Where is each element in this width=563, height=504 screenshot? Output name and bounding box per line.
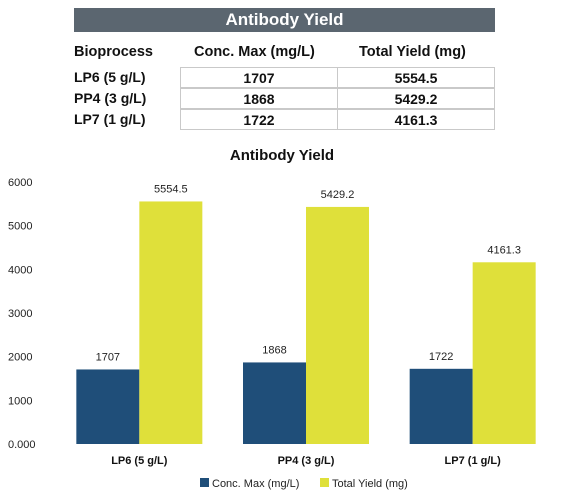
- bar-value-label: 1707: [96, 351, 120, 363]
- chart-title: Antibody Yield: [230, 147, 334, 164]
- bar-conc-max: [409, 368, 473, 444]
- row-bioprocess: LP6 (5 g/L): [74, 69, 146, 85]
- legend-label: Conc. Max (mg/L): [212, 478, 299, 490]
- bar-value-label: 4161.3: [487, 244, 521, 256]
- legend-swatch: [200, 478, 209, 487]
- header-bioprocess: Bioprocess: [74, 44, 153, 60]
- header-total-yield: Total Yield (mg): [359, 44, 466, 60]
- x-tick-label: PP4 (3 g/L): [278, 455, 335, 467]
- bar-conc-max: [243, 362, 306, 444]
- row-total-yield: 5554.5: [337, 67, 495, 88]
- row-total-yield: 5429.2: [337, 88, 495, 109]
- table-row: PP4 (3 g/L) 1868 5429.2: [74, 88, 495, 109]
- y-tick-label: 1000: [8, 395, 32, 407]
- legend-label: Total Yield (mg): [332, 478, 408, 490]
- row-bioprocess: PP4 (3 g/L): [74, 90, 147, 106]
- y-tick-label: 5000: [8, 221, 32, 233]
- bar-value-label: 5554.5: [154, 183, 188, 195]
- y-tick-label: 4000: [8, 264, 32, 276]
- bar-total-yield: [472, 262, 536, 444]
- y-tick-label: 3000: [8, 308, 32, 320]
- x-axis-tick-labels: LP6 (5 g/L) PP4 (3 g/L) LP7 (1 g/L): [111, 455, 501, 467]
- bar-value-label: 1868: [262, 344, 286, 356]
- bar-value-label: 5429.2: [321, 189, 355, 201]
- x-tick-label: LP7 (1 g/L): [445, 455, 502, 467]
- y-tick-label: 6000: [8, 177, 32, 189]
- bars-group: [76, 201, 536, 444]
- y-tick-label: 0.000: [8, 439, 36, 451]
- row-bioprocess: LP7 (1 g/L): [74, 111, 146, 127]
- bar-value-labels: 1707 5554.5 1868 5429.2 1722 4161.3: [96, 183, 521, 363]
- row-total-yield: 4161.3: [337, 109, 495, 130]
- bar-conc-max: [76, 369, 140, 444]
- table-header-row: Bioprocess Conc. Max (mg/L) Total Yield …: [74, 42, 495, 63]
- header-conc-max: Conc. Max (mg/L): [194, 44, 315, 60]
- table-row: LP7 (1 g/L) 1722 4161.3: [74, 109, 495, 130]
- row-conc-max: 1868: [180, 88, 338, 109]
- bar-value-label: 1722: [429, 351, 453, 363]
- legend-swatch: [320, 478, 329, 487]
- table-row: LP6 (5 g/L) 1707 5554.5: [74, 67, 495, 88]
- row-conc-max: 1722: [180, 109, 338, 130]
- bar-total-yield: [306, 206, 369, 444]
- bar-total-yield: [139, 201, 203, 444]
- legend: Conc. Max (mg/L) Total Yield (mg): [200, 478, 408, 490]
- table-title: Antibody Yield: [74, 8, 495, 32]
- bar-chart: Antibody Yield 0.000 1000 2000 3000 4000 5000…: [8, 147, 536, 490]
- row-conc-max: 1707: [180, 67, 338, 88]
- y-axis-tick-labels: 0.000 1000 2000 3000 4000 5000 6000: [8, 177, 36, 451]
- y-tick-label: 2000: [8, 352, 32, 364]
- x-tick-label: LP6 (5 g/L): [111, 455, 168, 467]
